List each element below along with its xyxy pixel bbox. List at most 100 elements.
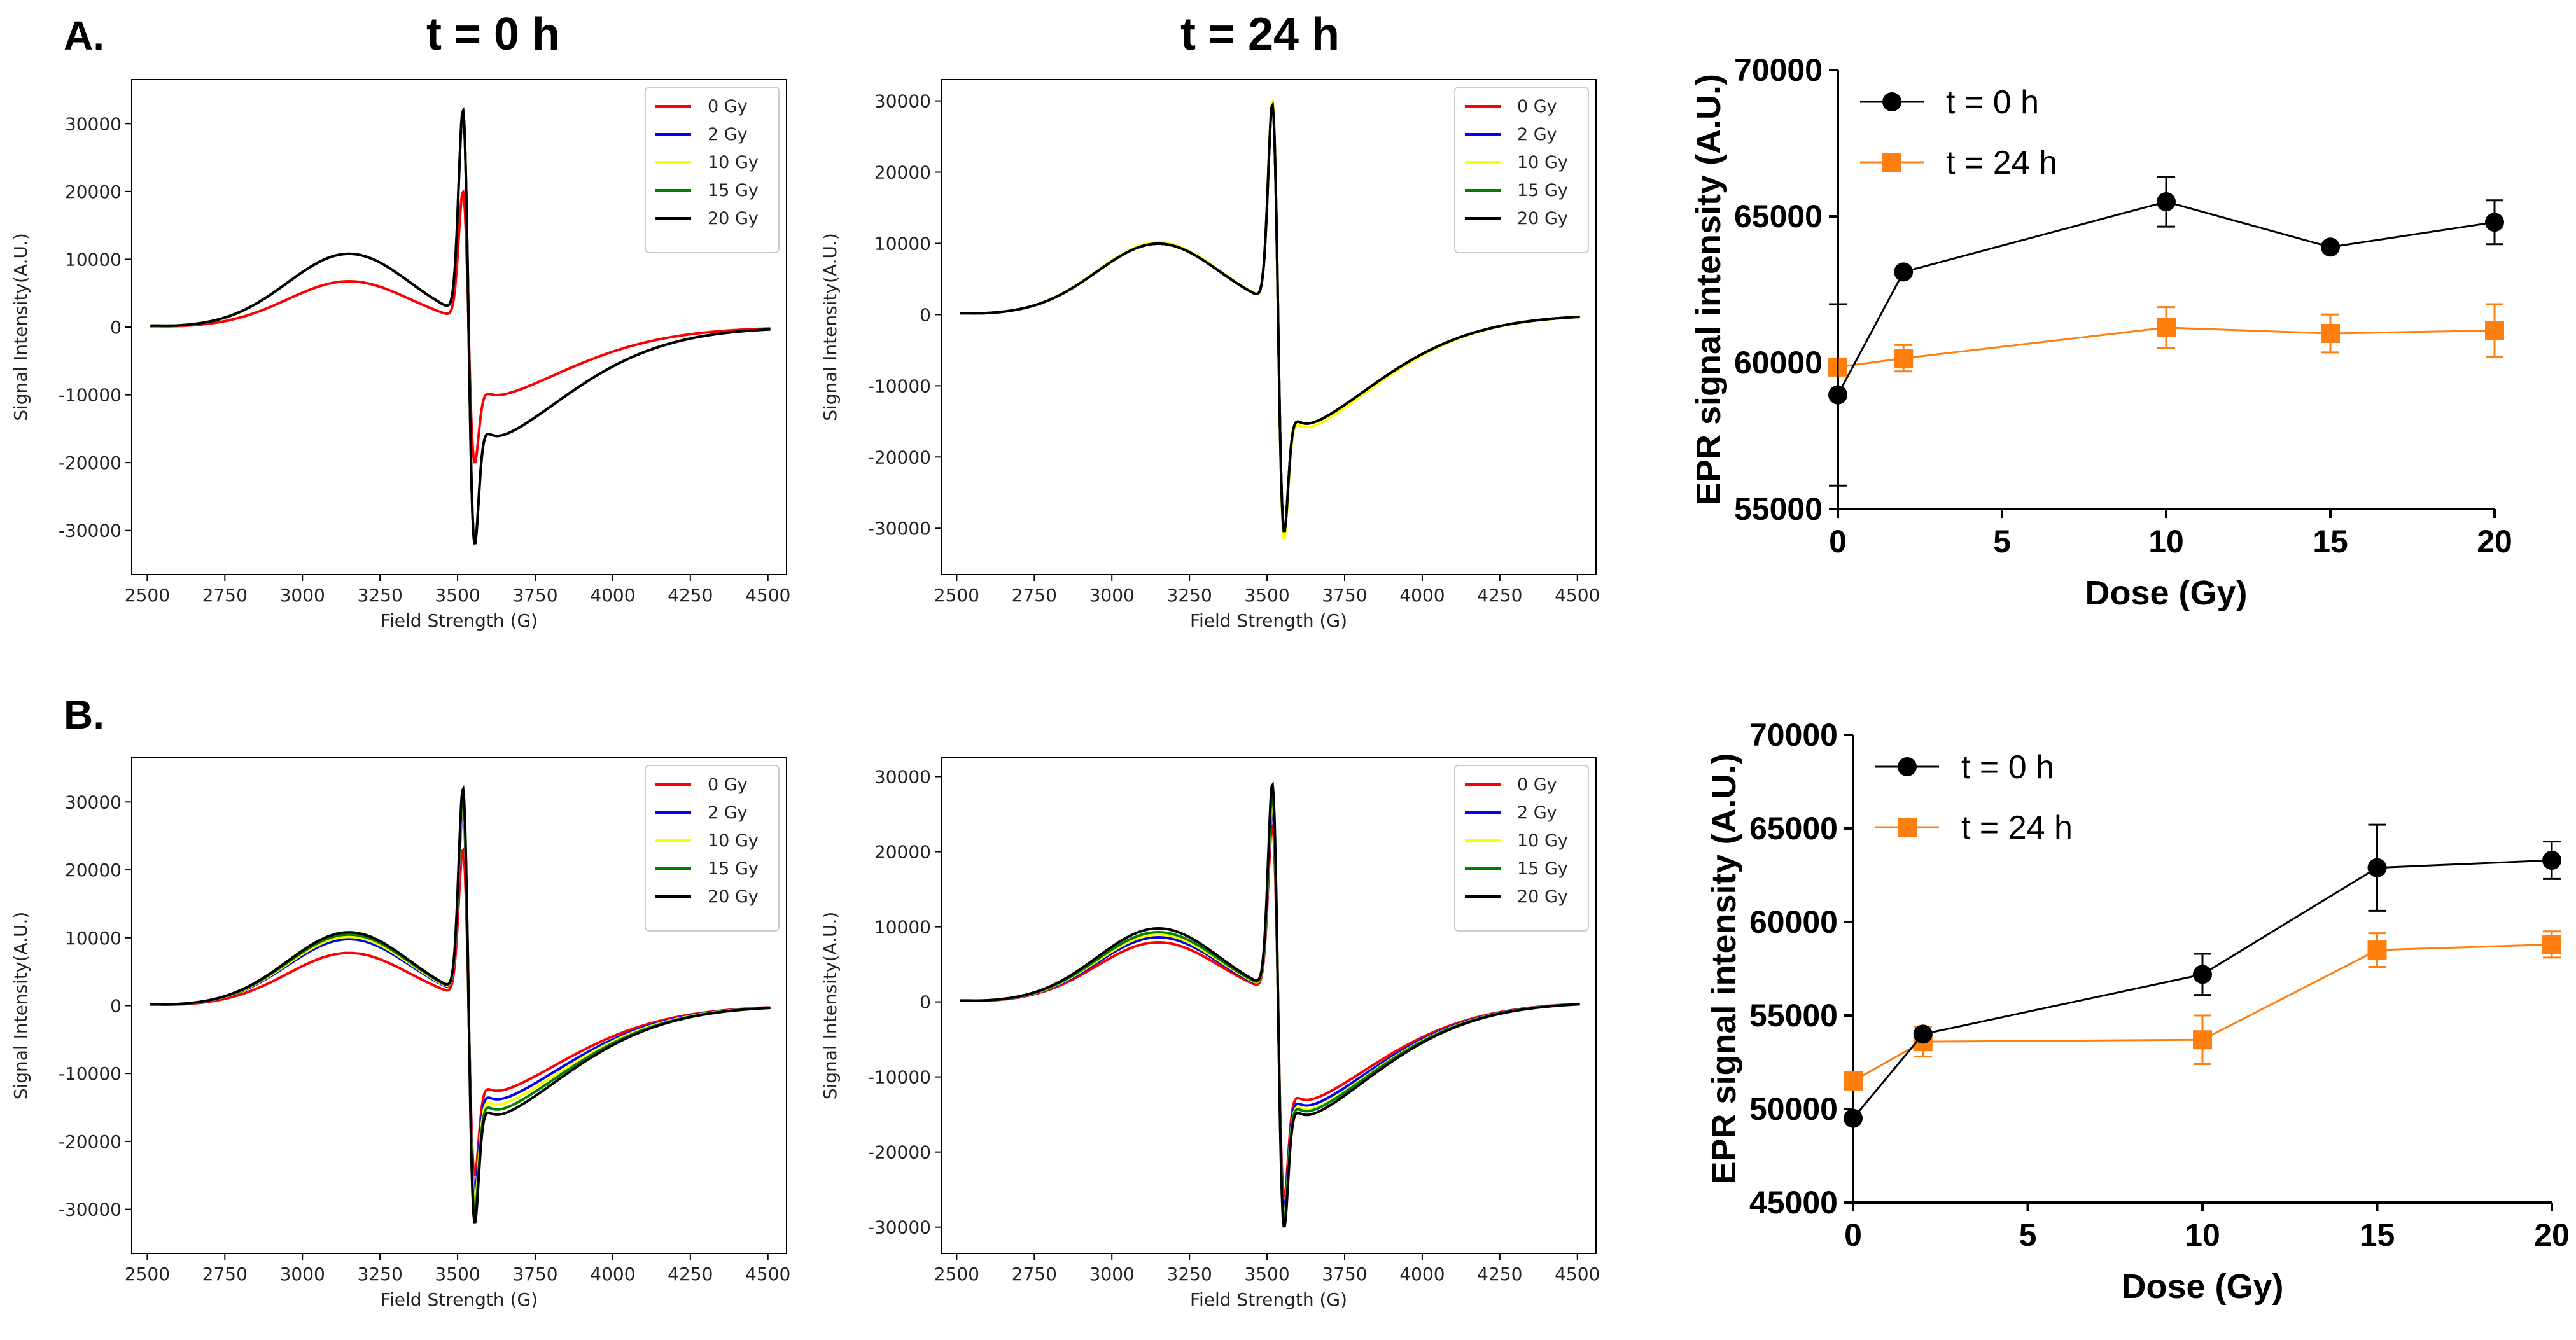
y-tick-label: 50000 xyxy=(1749,1091,1838,1127)
data-point xyxy=(2193,1030,2212,1050)
data-point xyxy=(1894,349,1914,368)
legend-label: 0 Gy xyxy=(1517,97,1557,116)
x-tick-label: 4500 xyxy=(745,1264,790,1285)
spectrum-series-line xyxy=(150,785,771,1224)
x-tick-label: 20 xyxy=(2477,524,2512,559)
legend-swatch-marker xyxy=(1898,818,1917,837)
y-tick-label: 20000 xyxy=(65,860,122,881)
spectrum-series-line xyxy=(960,101,1580,533)
y-tick-label: -10000 xyxy=(868,375,931,396)
y-tick-label: 70000 xyxy=(1734,52,1823,88)
y-tick-label: 20000 xyxy=(874,842,931,863)
x-tick-label: 3000 xyxy=(1089,1264,1135,1285)
y-tick-label: -10000 xyxy=(59,1063,122,1084)
legend-label: 20 Gy xyxy=(708,209,759,228)
x-tick-label: 3250 xyxy=(358,585,403,606)
legend-label: 10 Gy xyxy=(1517,153,1568,172)
x-tick-label: 4500 xyxy=(745,585,790,606)
x-tick-label: 4000 xyxy=(590,585,635,606)
legend-label: 2 Gy xyxy=(708,803,748,823)
legend-label: 15 Gy xyxy=(1517,859,1568,879)
y-tick-label: -30000 xyxy=(59,1199,122,1220)
spectrum-chart: 2500 2750 3000 3250 3500 3750 4000 4250 4500 -300… xyxy=(820,79,1600,631)
x-axis-label: Field Strength (G) xyxy=(1190,610,1347,631)
column-title: t = 24 h xyxy=(1180,9,1340,60)
x-axis-label: Field Strength (G) xyxy=(381,610,538,631)
dose-response-chart: 45000 50000 55000 60000 65000 70000 0 5 10 15 20 Do… xyxy=(1705,717,2570,1306)
y-tick-label: 10000 xyxy=(874,233,931,254)
x-tick-label: 4000 xyxy=(1399,585,1445,606)
x-tick-label: 3750 xyxy=(1322,1264,1367,1285)
x-tick-label: 2500 xyxy=(125,1264,170,1285)
x-tick-label: 3250 xyxy=(358,1264,403,1285)
legend-swatch-marker xyxy=(1898,757,1917,776)
x-tick-label: 3000 xyxy=(280,585,325,606)
y-axis-label: Signal Intensity(A.U.) xyxy=(10,233,31,421)
x-tick-label: 2750 xyxy=(1012,585,1057,606)
y-tick-label: 60000 xyxy=(1749,904,1838,940)
x-tick-label: 4000 xyxy=(1399,1264,1445,1285)
y-tick-label: 55000 xyxy=(1749,998,1838,1033)
legend-label: 10 Gy xyxy=(708,831,759,851)
y-tick-label: -20000 xyxy=(868,447,931,468)
data-point xyxy=(2157,318,2176,337)
data-point xyxy=(2367,858,2387,877)
y-tick-label: -20000 xyxy=(59,452,122,473)
legend-frame xyxy=(645,765,780,932)
spectrum-series-line xyxy=(150,107,771,545)
data-point xyxy=(1913,1024,1933,1044)
x-tick-label: 2500 xyxy=(934,1264,979,1285)
y-tick-label: -20000 xyxy=(59,1131,122,1152)
x-tick-label: 20 xyxy=(2534,1217,2570,1253)
x-tick-label: 2500 xyxy=(934,585,979,606)
legend-label: 2 Gy xyxy=(1517,803,1557,823)
x-tick-label: 15 xyxy=(2360,1217,2395,1253)
y-axis-label: Signal Intensity(A.U.) xyxy=(10,912,31,1100)
legend: 0 Gy 2 Gy 10 Gy 15 Gy 20 Gy xyxy=(645,87,780,253)
y-tick-label: 0 xyxy=(920,992,931,1013)
y-axis-label: Signal Intensity(A.U.) xyxy=(820,233,841,421)
dose-response-chart: 55000 60000 65000 70000 0 5 10 15 20 Dose (Gy) EPR… xyxy=(1690,52,2512,612)
y-tick-label: 65000 xyxy=(1749,811,1838,846)
legend: 0 Gy 2 Gy 10 Gy 15 Gy 20 Gy xyxy=(1454,87,1589,253)
spectrum-series-line xyxy=(150,189,771,464)
x-tick-label: 4250 xyxy=(1477,585,1522,606)
y-tick-label: 0 xyxy=(110,996,122,1017)
data-point xyxy=(2321,237,2340,257)
data-point xyxy=(2321,324,2340,343)
y-tick-label: -20000 xyxy=(868,1142,931,1163)
x-tick-label: 3500 xyxy=(435,585,480,606)
data-point xyxy=(1828,385,1847,405)
plot-frame xyxy=(941,757,1597,1254)
y-tick-label: 20000 xyxy=(65,181,122,202)
legend-label: 0 Gy xyxy=(708,775,748,795)
spectrum-series-line xyxy=(150,847,771,1176)
y-tick-label: 10000 xyxy=(65,928,122,949)
y-tick-label: 30000 xyxy=(65,792,122,813)
y-tick-label: 60000 xyxy=(1734,345,1823,380)
legend: 0 Gy 2 Gy 10 Gy 15 Gy 20 Gy xyxy=(645,765,780,932)
legend-label: 2 Gy xyxy=(1517,125,1557,144)
legend-label: 15 Gy xyxy=(708,181,759,200)
legend: t = 0 h t = 24 h xyxy=(1860,84,2057,181)
legend-swatch-marker xyxy=(1882,153,1901,172)
legend-label: 20 Gy xyxy=(1517,887,1568,907)
legend-label: 20 Gy xyxy=(1517,209,1568,228)
x-tick-label: 2750 xyxy=(202,585,248,606)
legend-label: t = 24 h xyxy=(1961,809,2073,846)
x-tick-label: 3250 xyxy=(1167,1264,1212,1285)
x-tick-label: 3250 xyxy=(1167,585,1212,606)
y-tick-label: 70000 xyxy=(1749,717,1838,753)
x-axis-label: Field Strength (G) xyxy=(1190,1289,1347,1310)
y-tick-label: 30000 xyxy=(65,113,122,134)
x-tick-label: 15 xyxy=(2313,524,2348,559)
y-tick-label: 10000 xyxy=(874,917,931,938)
y-axis-label: EPR signal intensity (A.U.) xyxy=(1705,753,1743,1184)
data-point xyxy=(2542,935,2561,954)
spectrum-chart: 2500 2750 3000 3250 3500 3750 4000 4250 4500 -300… xyxy=(10,757,790,1310)
legend: t = 0 h t = 24 h xyxy=(1875,749,2073,846)
y-tick-label: 65000 xyxy=(1734,199,1823,234)
x-tick-label: 4250 xyxy=(668,585,713,606)
y-tick-label: -30000 xyxy=(868,1217,931,1238)
